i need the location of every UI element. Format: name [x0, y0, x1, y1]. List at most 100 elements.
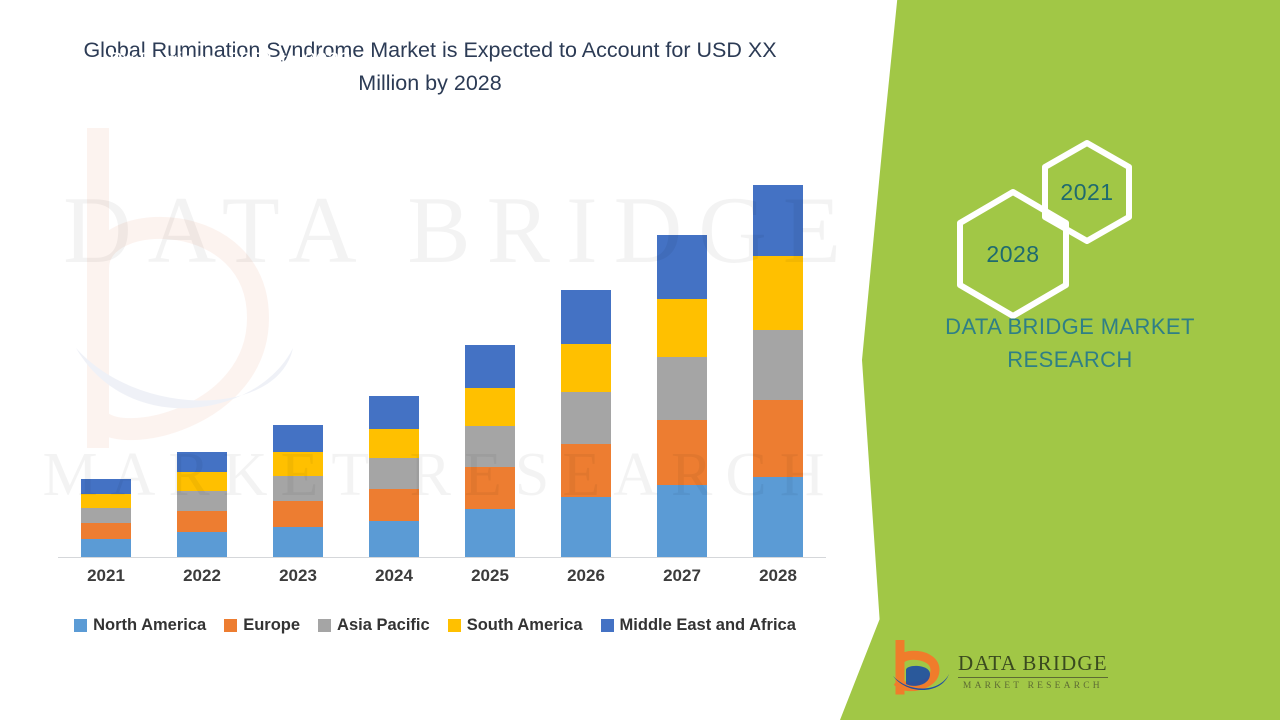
hexagon-icon	[957, 189, 1069, 319]
hexagon-year-start: 2021	[1039, 138, 1135, 246]
stacked-bar[interactable]	[561, 290, 611, 557]
bar-slot	[538, 161, 634, 557]
stacked-bar[interactable]	[465, 345, 515, 557]
bar-segment	[657, 420, 707, 485]
bar-slot	[634, 161, 730, 557]
bar-segment	[753, 256, 803, 330]
company-logo: DATA BRIDGE MARKET RESEARCH	[890, 638, 1120, 704]
legend-label: Middle East and Africa	[619, 616, 796, 634]
hexagon-year-start-label: 2021	[1060, 178, 1114, 205]
bar-slot	[58, 161, 154, 557]
chart-legend: North America Europe Asia Pacific South Ame…	[40, 616, 830, 635]
chart-plot	[58, 160, 826, 558]
bar-slot	[730, 161, 826, 557]
bar-segment	[81, 479, 131, 494]
x-axis-tick-2028: 2028	[759, 566, 797, 585]
bar-segment	[657, 485, 707, 557]
x-axis-tick-2022: 2022	[183, 566, 221, 585]
bar-segment	[273, 476, 323, 501]
bar-segment	[177, 511, 227, 532]
stacked-bar[interactable]	[273, 425, 323, 557]
bar-segment	[753, 185, 803, 256]
bar-slot	[250, 161, 346, 557]
logo-text: DATA BRIDGE MARKET RESEARCH	[958, 651, 1108, 691]
logo-mark-icon	[890, 639, 952, 702]
bar-slot	[442, 161, 538, 557]
stacked-bar[interactable]	[369, 396, 419, 557]
x-axis-tick-2023: 2023	[279, 566, 317, 585]
legend-item[interactable]: South America	[447, 616, 583, 635]
bar-segment	[177, 532, 227, 557]
bar-segment	[273, 527, 323, 557]
bar-segment	[273, 425, 323, 452]
bar-segment	[561, 392, 611, 444]
bar-segment	[657, 357, 707, 420]
bar-segment	[753, 477, 803, 557]
legend-swatch-icon	[74, 619, 88, 632]
legend-item[interactable]: North America	[74, 616, 206, 635]
x-axis-labels: 2021 2022 2023 2024 2025 2026 2027 2028	[58, 566, 826, 586]
hexagon-group: 2021 2028	[840, 138, 1280, 319]
bar-segment	[369, 521, 419, 557]
bar-segment	[561, 290, 611, 344]
stacked-bar[interactable]	[753, 185, 803, 557]
bar-segment	[753, 330, 803, 400]
chart-area: DATA BRIDGE MARKET RESEARCH Global Rumin…	[40, 38, 841, 635]
legend-item[interactable]: Europe	[224, 616, 300, 635]
bar-segment	[177, 452, 227, 472]
bar-segment	[81, 494, 131, 508]
bar-segment	[561, 444, 611, 497]
panel-heading: Global Rumination Syndrome Market, By Re…	[54, 18, 406, 72]
bar-segment	[81, 539, 131, 557]
bar-segment	[81, 508, 131, 523]
hexagon-year-end-label: 2028	[986, 240, 1040, 267]
x-axis-tick-2025: 2025	[471, 566, 509, 585]
bar-slot	[154, 161, 250, 557]
hexagon-icon	[1042, 140, 1132, 244]
legend-item[interactable]: Asia Pacific	[318, 616, 430, 635]
bar-segment	[369, 396, 419, 429]
bar-segment	[273, 452, 323, 476]
bar-segment	[465, 388, 515, 426]
x-axis-line	[58, 557, 826, 558]
legend-swatch-icon	[600, 619, 614, 632]
bar-segment	[657, 299, 707, 357]
bar-segment	[753, 400, 803, 477]
x-axis-tick-2026: 2026	[567, 566, 605, 585]
panel-brand-text: DATA BRIDGE MARKET RESEARCH	[945, 314, 1195, 372]
bar-segment	[177, 491, 227, 511]
bar-segment	[369, 458, 419, 489]
stacked-bar[interactable]	[657, 235, 707, 557]
stacked-bar[interactable]	[177, 452, 227, 557]
bar-segment	[177, 472, 227, 491]
legend-item[interactable]: Middle East and Africa	[600, 616, 796, 635]
bar-segment	[561, 497, 611, 557]
hexagon-year-end: 2028	[953, 187, 1073, 321]
bar-segment	[465, 426, 515, 467]
bar-segment	[465, 509, 515, 557]
legend-swatch-icon	[224, 619, 238, 632]
bar-slot	[346, 161, 442, 557]
legend-label: Europe	[243, 616, 301, 634]
bar-segment	[369, 489, 419, 521]
bar-group	[58, 161, 826, 557]
bar-segment	[273, 501, 323, 527]
logo-tagline: MARKET RESEARCH	[962, 681, 1103, 691]
legend-swatch-icon	[318, 619, 332, 632]
logo-name: DATA BRIDGE	[958, 651, 1108, 678]
bar-segment	[369, 429, 419, 458]
stacked-bar[interactable]	[81, 479, 131, 557]
legend-label: South America	[466, 616, 583, 634]
x-axis-tick-2024: 2024	[375, 566, 413, 585]
legend-swatch-icon	[447, 619, 461, 632]
legend-label: North America	[93, 616, 207, 634]
chart-title: Global Rumination Syndrome Market is Exp…	[83, 38, 777, 95]
bar-segment	[561, 344, 611, 392]
bar-segment	[465, 345, 515, 388]
green-side-panel	[840, 0, 1280, 720]
x-axis-tick-2027: 2027	[663, 566, 701, 585]
bar-segment	[657, 235, 707, 299]
bar-segment	[465, 467, 515, 509]
x-axis-tick-2021: 2021	[87, 566, 125, 585]
